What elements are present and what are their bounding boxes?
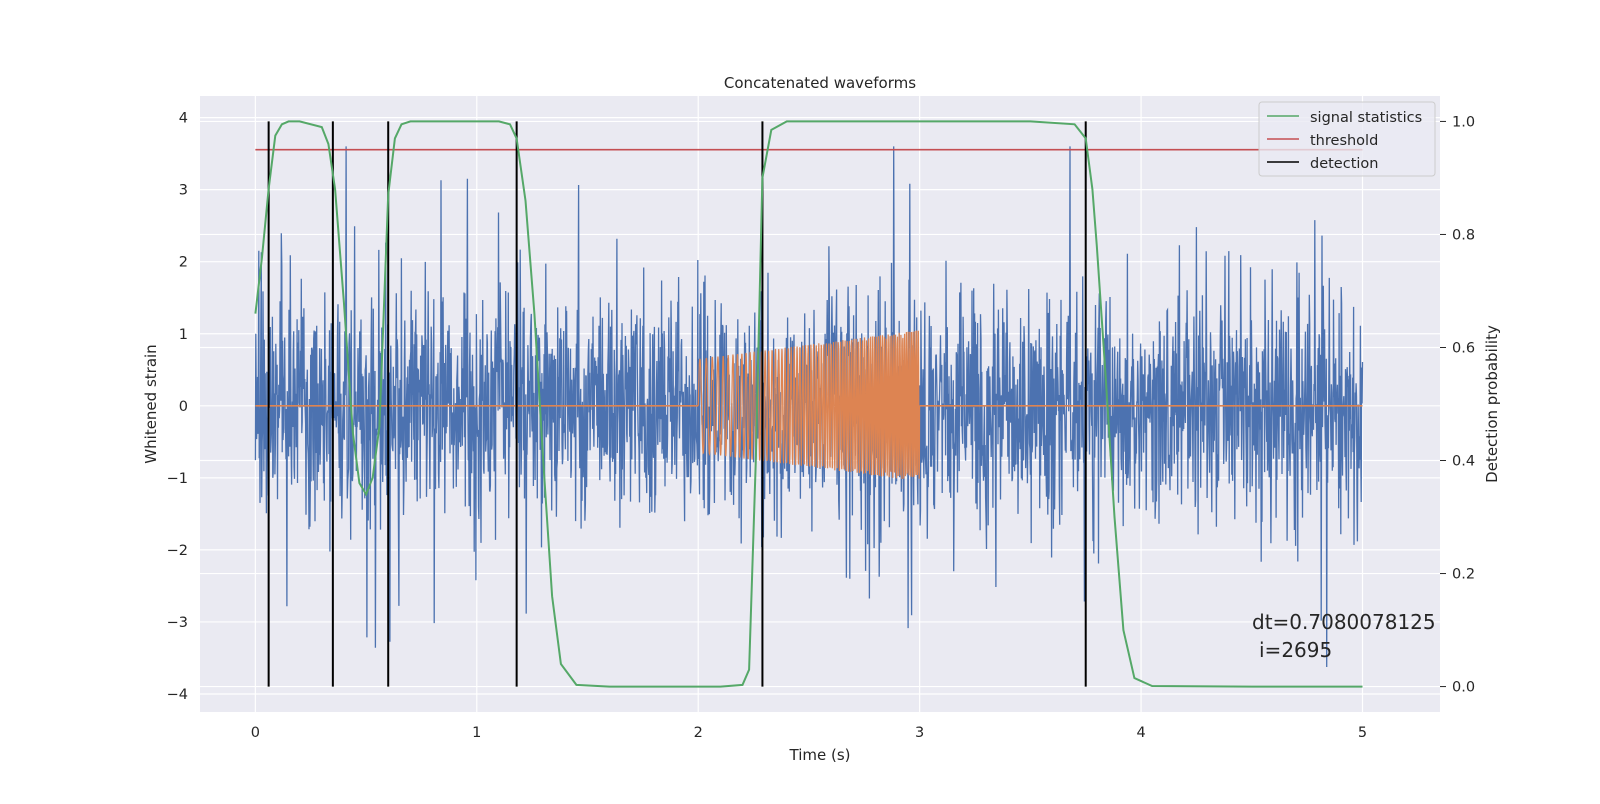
x-tick-label: 1 [472,725,481,741]
y-tick-label: 1 [179,327,188,343]
noise-layer [254,146,1364,668]
annotation-dt: dt=0.7080078125 [1252,610,1436,634]
legend-frame [1258,101,1436,177]
legend-label-detection: detection [1310,156,1378,172]
y-tick-label: −1 [167,471,188,487]
injected-chirp-waveform [697,330,921,480]
y-tick-label: −2 [167,543,188,559]
x-tick-label: 3 [915,725,924,741]
legend: signal statistics threshold detection [1258,101,1436,177]
y2-tick-label: 0.2 [1452,567,1475,583]
y2-tick-label: 0.0 [1452,680,1475,696]
y-tick-label: 3 [179,183,188,199]
x-axis-label: Time (s) [789,746,851,764]
y2-tick-label: 0.8 [1452,227,1475,243]
legend-label-threshold: threshold [1310,133,1378,149]
y2-tick-label: 0.4 [1452,454,1475,470]
x-tick-label: 2 [694,725,703,741]
y-tick-label: −4 [167,687,188,703]
right-axis-layer [254,120,1363,688]
chart-title: Concatenated waveforms [724,74,916,92]
x-tick-label: 5 [1358,725,1367,741]
y-tick-label: −3 [167,615,188,631]
y2-tick-label: 1.0 [1452,114,1475,130]
legend-label-signal-statistics: signal statistics [1310,110,1422,126]
strain-noise-trace [254,146,1364,668]
x-tick-label: 4 [1136,725,1145,741]
tick-layer: 0 1 2 3 4 5 −4 −3 −2 −1 0 1 2 3 4 0.0 0.2 0.4 0.6 0.8 1.0 [167,111,1475,741]
y-tick-label: 0 [179,399,188,415]
right-axis-label: Detection probability [1483,325,1501,483]
annotation-i: i=2695 [1259,638,1332,662]
y-tick-label: 4 [179,111,188,127]
x-tick-label: 0 [251,725,260,741]
signal-statistics-line [254,120,1363,688]
chirp-layer [255,330,1363,480]
y-tick-label: 2 [179,255,188,271]
y-axis-label: Whitened strain [142,344,160,463]
y2-tick-label: 0.6 [1452,340,1475,356]
